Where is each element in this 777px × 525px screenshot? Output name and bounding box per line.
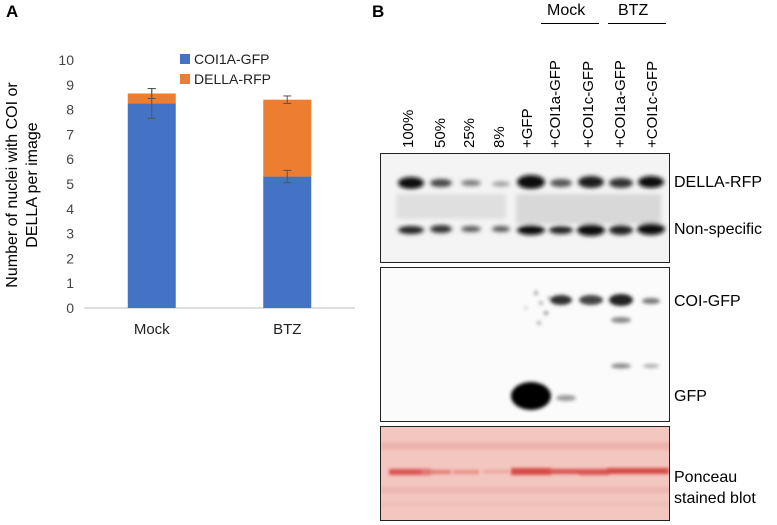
blot-gfp-panel xyxy=(380,267,670,422)
band-label-gfp: GFP xyxy=(674,388,707,405)
treatment-mock-line xyxy=(541,23,599,24)
y-tick-label: 2 xyxy=(66,250,74,266)
treatment-mock-label: Mock xyxy=(547,2,586,19)
lane-label-50: 50% xyxy=(432,117,449,148)
y-tick-label: 3 xyxy=(66,226,74,242)
lane-label-btz-coi1c: +COI1c-GFP xyxy=(644,60,661,148)
treatment-btz-line xyxy=(608,23,666,24)
lane-label-mock-coi1c: +COI1c-GFP xyxy=(580,60,597,148)
treatment-btz-label: BTZ xyxy=(618,2,649,19)
lane-label-gfp: +GFP xyxy=(519,108,536,148)
legend-label: DELLA-RFP xyxy=(194,71,271,87)
y-tick-label: 8 xyxy=(66,102,74,118)
blot-della-panel xyxy=(380,153,670,263)
y-tick-label: 10 xyxy=(58,52,74,68)
blot-ponceau-panel xyxy=(380,426,670,521)
legend-swatch xyxy=(180,54,190,64)
blot-gfp-bands xyxy=(511,291,660,410)
stacked-bar-chart: Number of nuclei with COI or DELLA per i… xyxy=(4,51,355,338)
panel-label-a: A xyxy=(6,2,19,21)
lane-label-btz-coi1a: +COI1a-GFP xyxy=(612,60,629,148)
band-label-della-rfp: DELLA-RFP xyxy=(674,174,763,191)
y-tick-label: 9 xyxy=(66,77,74,93)
lane-label-8: 8% xyxy=(491,126,508,148)
band-label-ponceau-line2: stained blot xyxy=(674,490,756,507)
y-tick-label: 1 xyxy=(66,275,74,291)
lane-label-25: 25% xyxy=(461,117,478,148)
y-tick-label: 7 xyxy=(66,126,74,142)
lane-label-100: 100% xyxy=(400,109,417,148)
y-tick-label: 6 xyxy=(66,151,74,167)
panel-label-b: B xyxy=(372,2,385,21)
lane-label-mock-coi1a: +COI1a-GFP xyxy=(547,60,564,148)
y-axis-label-line1: Number of nuclei with COI or xyxy=(4,82,21,288)
bar-coi1a-gfp xyxy=(263,176,312,308)
band-label-coi-gfp: COI-GFP xyxy=(674,293,741,310)
y-tick-label: 4 xyxy=(66,201,74,217)
x-category-label: BTZ xyxy=(273,321,301,338)
bar-coi1a-gfp xyxy=(127,103,176,309)
blot-ponceau-bands xyxy=(381,442,669,507)
bar-della-rfp xyxy=(263,99,312,177)
band-label-ponceau-line1: Ponceau xyxy=(674,469,738,486)
blot-della-bands xyxy=(396,175,665,236)
legend-label: COI1A-GFP xyxy=(194,51,269,67)
y-tick-label: 5 xyxy=(66,176,74,192)
x-category-label: Mock xyxy=(134,321,170,338)
band-label-nonspecific: Non-specific xyxy=(674,221,763,238)
y-tick-label: 0 xyxy=(66,300,74,316)
y-axis-label-line2: DELLA per image xyxy=(24,122,41,248)
legend-swatch xyxy=(180,74,190,84)
